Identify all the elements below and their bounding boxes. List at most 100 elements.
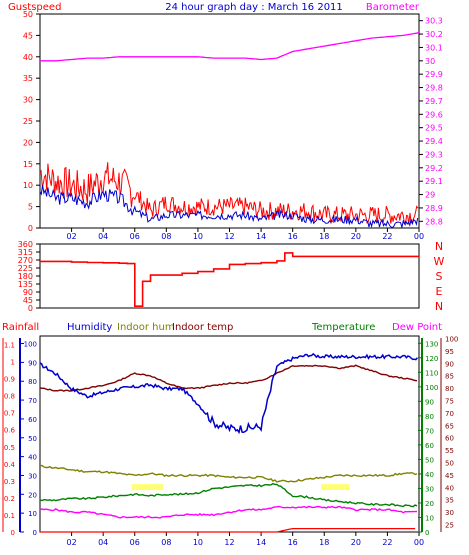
- climate-x-tick-label: 04: [98, 538, 108, 547]
- direction-tick-label: 135: [18, 280, 33, 289]
- rainfall-tick-label: 0.5: [4, 444, 15, 452]
- indoor-temp-tick-label: 90: [445, 360, 454, 368]
- direction-tick-label: 315: [18, 248, 33, 257]
- temperature-tick-label: 60: [425, 442, 434, 450]
- wind-x-tick-label: 16: [288, 232, 298, 241]
- indoor-temp-tick-label: 100: [445, 335, 458, 343]
- wind-x-tick-label: 12: [224, 232, 234, 241]
- humidity-tick-label: 30: [28, 472, 37, 480]
- indoor-temp-tick-label: 85: [445, 373, 454, 381]
- climate-x-axis: 02 04 06 08 10 12 14 16 18 20 22 00: [66, 532, 424, 547]
- humidity-tick-label: 20: [28, 491, 37, 499]
- climate-x-tick-label: 20: [351, 538, 361, 547]
- indoor-temp-tick-label: 95: [445, 348, 454, 356]
- humidity-tick-label: 10: [28, 510, 37, 518]
- climate-x-tick-label: 08: [161, 538, 171, 547]
- temperature-label: Temperature: [311, 322, 375, 333]
- compass-label: E: [436, 285, 443, 298]
- wind-x-tick-label: 18: [319, 232, 329, 241]
- humidity-tick-label: 90: [28, 359, 37, 367]
- gust-tick-label: 40: [23, 53, 33, 62]
- barometer-axis: 28.8 28.9 29 29.1 29.2 29.3 29.4 29.5 29.6 29.7 29…: [419, 17, 443, 226]
- graph-title: 24 hour graph day : March 16 2011: [165, 2, 343, 13]
- climate-x-tick-label: 14: [256, 538, 266, 547]
- windspeed-line: [39, 184, 419, 229]
- barometer-tick-label: 30.2: [425, 30, 443, 39]
- direction-series: [40, 252, 419, 307]
- rainfall-line: [40, 527, 416, 533]
- direction-tick-label: 90: [23, 288, 33, 297]
- humidity-tick-label: 50: [28, 435, 37, 443]
- wind-x-tick-label: 04: [98, 232, 108, 241]
- indoor-temp-tick-label: 45: [445, 472, 454, 480]
- wind-x-tick-label: 14: [256, 232, 266, 241]
- temperature-tick-label: 130: [425, 340, 438, 348]
- compass-label: S: [436, 270, 443, 283]
- gustspeed-label: Gustspeed: [8, 2, 61, 13]
- wind-panel: Gustspeed 24 hour graph day : March 16 2…: [8, 2, 443, 241]
- rainfall-tick-label: 0.4: [4, 461, 16, 469]
- temperature-tick-label: 80: [425, 413, 434, 421]
- rainfall-tick-label: 0.1: [4, 512, 15, 520]
- humidity-label: Humidity: [67, 322, 112, 333]
- climate-x-tick-label: 06: [130, 538, 140, 547]
- rainfall-tick-label: 0.3: [4, 478, 15, 486]
- temperature-tick-label: 120: [425, 355, 438, 363]
- temperature-tick-label: 0: [425, 529, 429, 537]
- climate-x-tick-label: 10: [193, 538, 203, 547]
- barometer-tick-label: 29.6: [425, 110, 443, 119]
- gust-tick-label: 5: [28, 203, 33, 212]
- compass-label: N: [435, 240, 443, 253]
- humidity-tick-label: 100: [24, 341, 37, 349]
- temperature-tick-label: 70: [425, 427, 434, 435]
- gust-tick-label: 10: [23, 181, 33, 190]
- wind-plot-frame: [39, 13, 420, 229]
- rainfall-tick-label: 1.1: [4, 342, 15, 350]
- barometer-tick-label: 30: [425, 57, 435, 66]
- temperature-tick-label: 50: [425, 456, 434, 464]
- wind-x-tick-label: 22: [382, 232, 392, 241]
- barometer-tick-label: 29.8: [425, 84, 443, 93]
- barometer-tick-label: 29.3: [425, 150, 443, 159]
- direction-tick-label: 360: [18, 240, 33, 249]
- temperature-tick-label: 40: [425, 471, 434, 479]
- dew-point-line: [39, 505, 418, 519]
- gust-tick-label: 30: [23, 96, 33, 105]
- climate-x-tick-label: 16: [288, 538, 298, 547]
- humidity-tick-label: 80: [28, 378, 37, 386]
- compass-label: W: [434, 255, 445, 268]
- temperature-line: [39, 482, 418, 508]
- barometer-tick-label: 29.7: [425, 97, 443, 106]
- wind-series: [39, 32, 420, 229]
- indoor-temp-tick-label: 25: [445, 522, 454, 530]
- barometer-tick-label: 28.9: [425, 204, 443, 213]
- temperature-tick-label: 90: [425, 398, 434, 406]
- climate-x-tick-label: 00: [414, 538, 424, 547]
- gust-tick-label: 20: [23, 138, 33, 147]
- indoor-temp-tick-label: 55: [445, 447, 454, 455]
- humidity-line: [39, 352, 418, 435]
- indoor-temp-tick-label: 50: [445, 460, 454, 468]
- indoor-temp-tick-label: 80: [445, 385, 454, 393]
- rainfall-tick-label: 0.2: [4, 495, 15, 503]
- humidity-tick-label: 60: [28, 416, 37, 424]
- wind-direction-line: [40, 252, 419, 307]
- climate-axes: 0 0.1 0.2 0.3 0.4 0.5 0.6 0.7 0.8 0.9 1 1.1 0 10 20 30 4…: [4, 335, 459, 537]
- indoor-temp-label: Indoor temp: [172, 322, 233, 333]
- highlight-band: [131, 484, 164, 491]
- rainfall-tick-label: 0.7: [4, 410, 15, 418]
- gust-axis: 0 5 10 15 20 25 30 35 40 45 50: [23, 10, 40, 233]
- gust-tick-label: 15: [23, 160, 33, 169]
- rainfall-tick-label: 0.8: [4, 393, 15, 401]
- temperature-tick-label: 100: [425, 384, 438, 392]
- indoor-temp-tick-label: 65: [445, 422, 454, 430]
- direction-tick-label: 45: [23, 296, 33, 305]
- climate-panel: Rainfall Humidity Indoor hum Indoor temp…: [2, 322, 458, 547]
- climate-series: [39, 352, 418, 533]
- highlight-band: [321, 484, 350, 491]
- climate-x-tick-label: 18: [319, 538, 329, 547]
- wind-x-tick-label: 08: [161, 232, 171, 241]
- indoor-temp-tick-label: 70: [445, 410, 454, 418]
